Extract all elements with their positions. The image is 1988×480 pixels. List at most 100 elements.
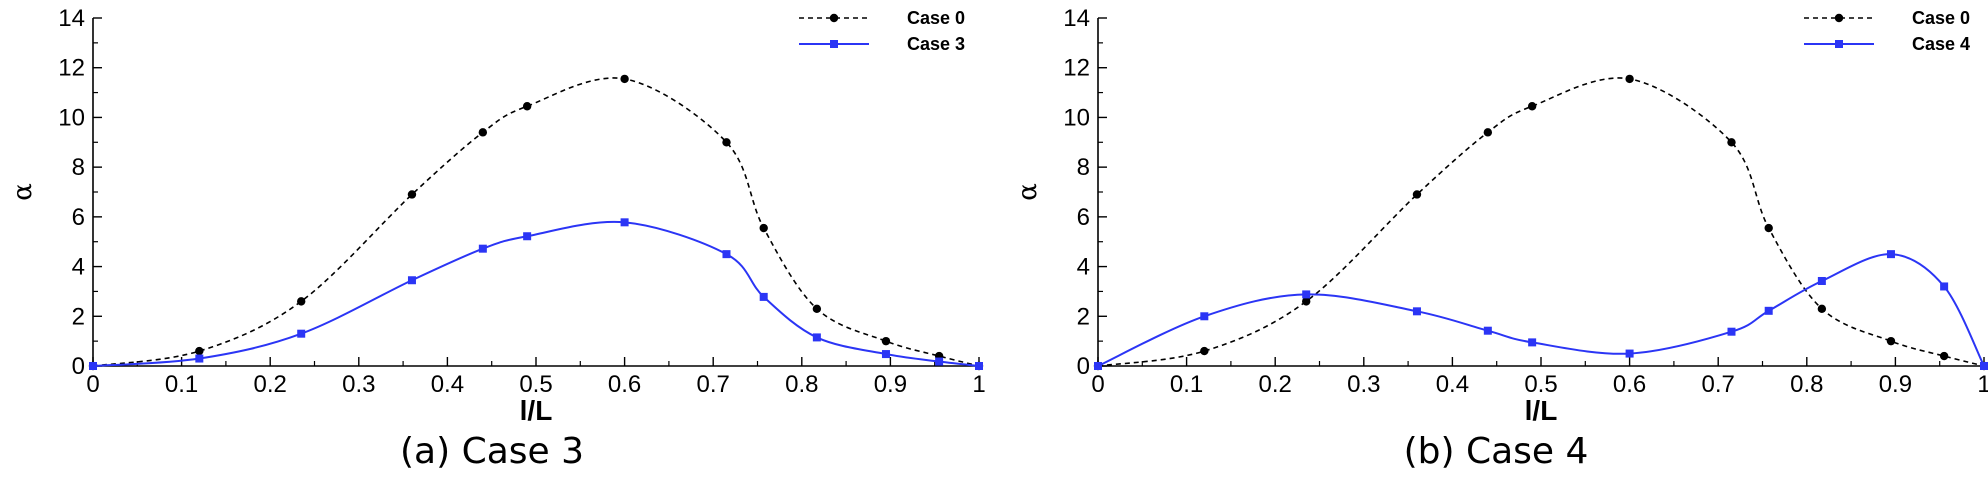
data-point — [881, 336, 891, 346]
y-tick-label: 2 — [1077, 303, 1090, 330]
y-tick-label: 8 — [1077, 154, 1090, 181]
legend-label: Case 4 — [1912, 34, 1970, 54]
panel-caption: (b) Case 4 — [1404, 431, 1589, 472]
x-tick-label: 0 — [1091, 371, 1104, 398]
data-point — [812, 304, 822, 314]
x-tick-label: 0.7 — [697, 371, 730, 398]
x-tick-label: 0.6 — [1613, 371, 1646, 398]
y-tick-label: 10 — [1063, 104, 1090, 131]
x-tick-label: 0.2 — [254, 371, 287, 398]
x-tick-label: 0.3 — [1347, 371, 1380, 398]
data-point — [935, 357, 944, 366]
data-point — [1412, 190, 1422, 199]
chart-panel-2: 0 0.1 0.2 0.3 0.4 0.5 0.6 0.7 0.8 0.9 102468101214… — [1013, 5, 1988, 472]
data-point — [297, 297, 306, 306]
data-point — [1302, 290, 1311, 299]
legend-swatch-marker — [1835, 40, 1843, 48]
x-tick-label: 0.2 — [1259, 371, 1292, 398]
data-point — [1528, 338, 1537, 347]
x-tick-label: 1 — [1977, 371, 1988, 398]
data-point — [478, 244, 487, 253]
x-axis-title: l/L — [1525, 395, 1558, 426]
data-point — [1886, 336, 1896, 346]
series-comparison — [89, 218, 983, 370]
y-axis-title: α — [8, 183, 38, 201]
data-point — [195, 346, 204, 356]
data-point — [975, 362, 983, 370]
data-point — [1764, 223, 1773, 233]
data-point — [1940, 282, 1949, 291]
y-tick-label: 6 — [1077, 204, 1090, 231]
x-axis-title: l/L — [520, 395, 553, 426]
y-tick-label: 6 — [72, 204, 85, 231]
y-tick-label: 12 — [1063, 55, 1090, 82]
data-point — [759, 292, 768, 301]
data-point — [1094, 362, 1102, 370]
x-tick-label: 0.1 — [165, 371, 198, 398]
x-tick-label: 0.3 — [342, 371, 375, 398]
y-tick-label: 10 — [58, 104, 85, 131]
data-point — [478, 128, 488, 137]
x-tick-label: 0 — [86, 371, 99, 398]
series-case-0 — [88, 74, 984, 371]
data-point — [1200, 346, 1209, 356]
legend: Case 0 Case 4 — [1804, 8, 1970, 54]
series-line — [1097, 253, 1985, 367]
x-tick-label: 0.5 — [1524, 371, 1557, 398]
data-point — [1727, 327, 1736, 336]
x-tick-label: 0.1 — [1170, 371, 1203, 398]
y-tick-label: 4 — [1077, 254, 1090, 281]
data-point — [620, 74, 629, 84]
y-tick-label: 14 — [58, 5, 85, 32]
data-point — [1200, 312, 1209, 321]
legend-label: Case 0 — [907, 8, 965, 28]
data-point — [1302, 297, 1311, 306]
data-point — [881, 350, 890, 359]
data-point — [1527, 102, 1537, 111]
data-point — [297, 329, 306, 338]
chart-panel-1: 0 0.1 0.2 0.3 0.4 0.5 0.6 0.7 0.8 0.9 102468101214… — [8, 5, 986, 472]
series-case-0 — [1093, 74, 1988, 371]
x-tick-label: 0.9 — [1879, 371, 1912, 398]
y-tick-label: 4 — [72, 254, 85, 281]
x-tick-label: 0.4 — [431, 371, 464, 398]
legend-swatch-marker — [1834, 13, 1844, 23]
data-point — [620, 218, 629, 227]
x-tick-label: 0.7 — [1702, 371, 1735, 398]
data-point — [1625, 349, 1634, 358]
data-point — [812, 333, 821, 342]
y-tick-label: 8 — [72, 154, 85, 181]
y-tick-label: 0 — [72, 353, 85, 380]
x-tick-label: 0.5 — [519, 371, 552, 398]
legend-label: Case 0 — [1912, 8, 1970, 28]
series-line — [92, 77, 980, 367]
data-point — [722, 250, 731, 259]
y-tick-label: 0 — [1077, 353, 1090, 380]
data-point — [89, 362, 97, 370]
data-point — [1727, 138, 1736, 147]
legend-label: Case 3 — [907, 34, 965, 54]
data-point — [722, 138, 731, 147]
data-point — [523, 232, 532, 241]
panel-caption: (a) Case 3 — [400, 431, 584, 472]
data-point — [522, 102, 532, 111]
data-point — [1483, 128, 1493, 137]
data-point — [1483, 326, 1492, 335]
y-tick-label: 2 — [72, 303, 85, 330]
data-point — [407, 276, 416, 285]
legend-swatch-marker — [829, 13, 839, 23]
y-tick-label: 12 — [58, 55, 85, 82]
data-point — [759, 223, 768, 233]
data-point — [1980, 362, 1988, 370]
x-tick-label: 0.4 — [1436, 371, 1469, 398]
data-point — [1817, 276, 1826, 285]
legend-swatch-marker — [830, 40, 838, 48]
series-line — [92, 220, 980, 367]
x-tick-label: 0.8 — [785, 371, 818, 398]
x-tick-label: 0.8 — [1790, 371, 1823, 398]
data-point — [407, 190, 417, 199]
series-comparison — [1094, 250, 1988, 370]
y-tick-label: 14 — [1063, 5, 1090, 32]
x-tick-label: 1 — [972, 371, 985, 398]
data-point — [1886, 250, 1895, 259]
